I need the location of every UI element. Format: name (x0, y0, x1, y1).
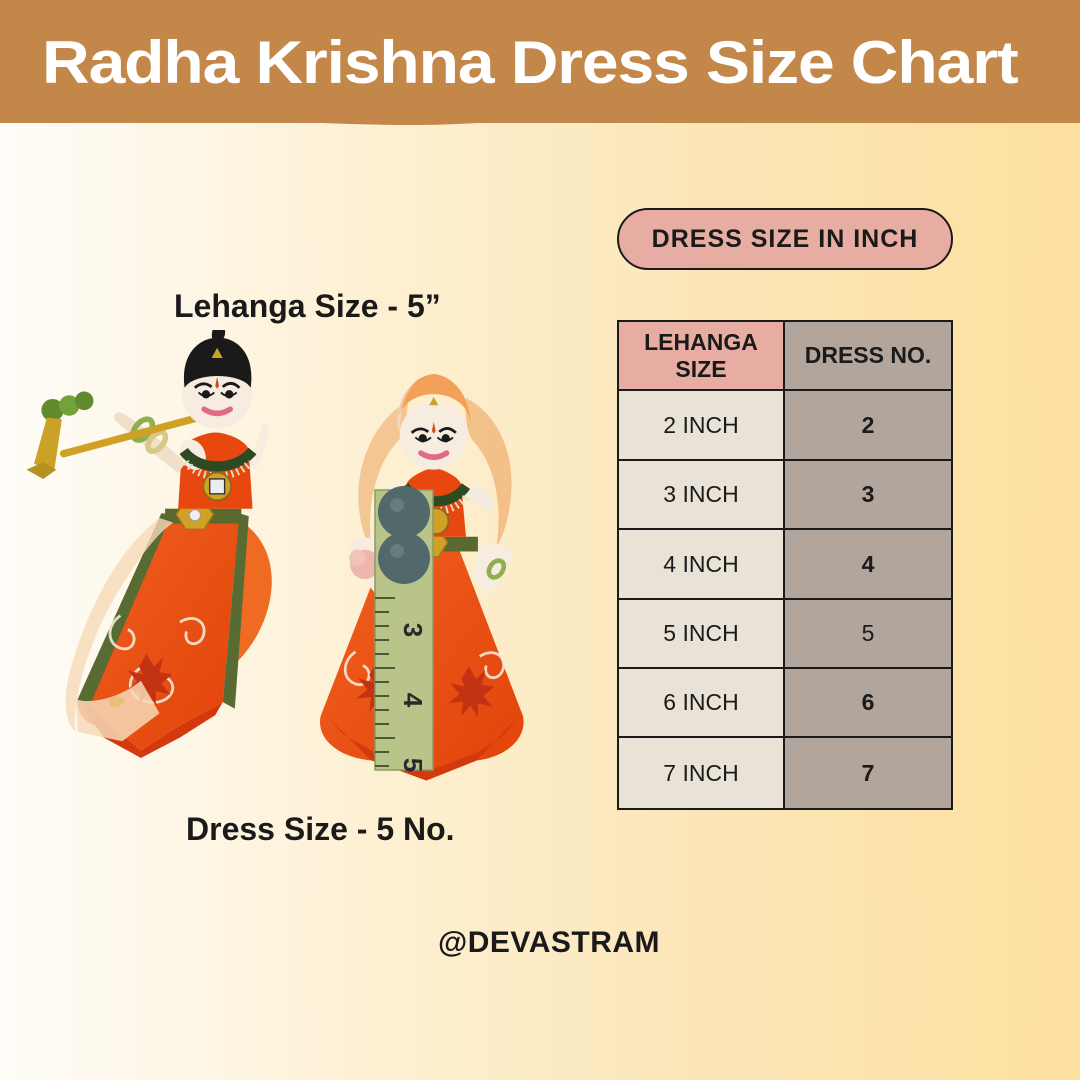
svg-text:3: 3 (398, 623, 428, 637)
svg-text:5: 5 (398, 758, 428, 772)
svg-text:4: 4 (398, 693, 428, 708)
